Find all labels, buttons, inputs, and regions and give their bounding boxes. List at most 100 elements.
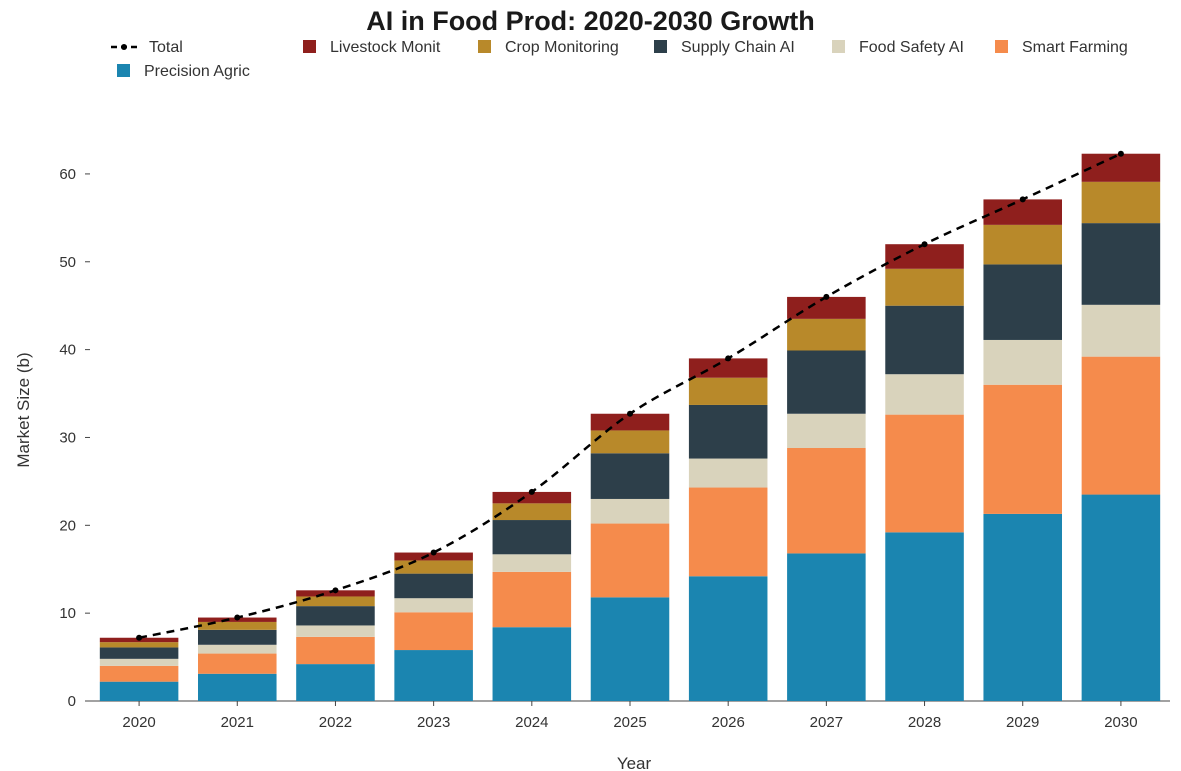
bar-smart-farming-2029	[983, 384, 1062, 514]
legend-item-smart-farming: Smart Farming	[995, 39, 1128, 56]
bar-supply-chain-ai-2029	[983, 264, 1062, 340]
x-tick-label: 2020	[122, 714, 155, 731]
legend-label: Crop Monitoring	[505, 39, 619, 56]
bar-livestock-monit-2023	[394, 552, 473, 561]
legend-total-marker	[121, 44, 127, 50]
y-tick-label: 0	[68, 693, 76, 710]
legend-label: Total	[149, 39, 183, 56]
bar-precision-agric-2022	[296, 664, 375, 701]
legend-label: Smart Farming	[1022, 39, 1128, 56]
bar-supply-chain-ai-2021	[198, 629, 277, 645]
bar-food-safety-ai-2027	[787, 413, 866, 449]
bar-supply-chain-ai-2024	[492, 520, 572, 555]
chart-title: AI in Food Prod: 2020-2030 Growth	[366, 6, 815, 36]
y-tick-label: 40	[59, 342, 76, 359]
bar-precision-agric-2030	[1081, 494, 1161, 701]
y-axis-label: Market Size (b)	[14, 352, 33, 467]
bar-precision-agric-2025	[590, 597, 670, 701]
bar-precision-agric-2026	[688, 576, 768, 701]
bar-food-safety-ai-2025	[590, 498, 670, 524]
total-point-2020	[136, 634, 143, 641]
total-point-2027	[823, 293, 830, 300]
bar-precision-agric-2028	[885, 532, 964, 701]
bar-smart-farming-2021	[198, 653, 277, 674]
y-tick-label: 10	[59, 605, 76, 622]
legend-label: Supply Chain AI	[681, 39, 795, 56]
x-tick-label: 2030	[1104, 714, 1137, 731]
bar-supply-chain-ai-2026	[688, 404, 768, 459]
legend-item-total: Total	[111, 39, 183, 56]
bar-precision-agric-2023	[394, 650, 473, 701]
total-point-2026	[725, 355, 732, 362]
bar-supply-chain-ai-2028	[885, 305, 964, 375]
legend-swatch	[117, 64, 130, 77]
bar-livestock-monit-2026	[688, 358, 768, 378]
bar-crop-monitoring-2024	[492, 503, 572, 521]
legend-label: Food Safety AI	[859, 39, 964, 56]
x-axis-label: Year	[617, 754, 652, 771]
bar-smart-farming-2026	[688, 487, 768, 577]
legend-swatch	[654, 40, 667, 53]
bar-smart-farming-2028	[885, 414, 964, 533]
bar-livestock-monit-2030	[1081, 153, 1161, 182]
bar-food-safety-ai-2026	[688, 458, 768, 488]
total-point-2028	[921, 241, 928, 248]
y-tick-label: 30	[59, 429, 76, 446]
total-line-layer	[136, 150, 1124, 641]
legend-swatch	[995, 40, 1008, 53]
total-point-2023	[430, 549, 437, 556]
bar-food-safety-ai-2020	[99, 658, 179, 666]
bar-supply-chain-ai-2027	[787, 350, 866, 414]
x-tick-label: 2024	[515, 714, 548, 731]
bar-crop-monitoring-2027	[787, 318, 866, 351]
bar-crop-monitoring-2020	[99, 642, 179, 648]
bar-crop-monitoring-2023	[394, 560, 473, 574]
total-point-2021	[234, 614, 241, 621]
total-point-2029	[1019, 196, 1026, 203]
x-tick-label: 2029	[1006, 714, 1039, 731]
legend-swatch	[832, 40, 845, 53]
x-tick-label: 2025	[613, 714, 646, 731]
bar-food-safety-ai-2028	[885, 374, 964, 415]
bar-precision-agric-2021	[198, 673, 277, 701]
bar-supply-chain-ai-2030	[1081, 223, 1161, 305]
total-point-2022	[332, 587, 339, 594]
legend-label: Precision Agric	[144, 63, 250, 80]
bar-supply-chain-ai-2020	[99, 647, 179, 659]
x-tick-label: 2022	[319, 714, 352, 731]
bar-livestock-monit-2028	[885, 244, 964, 269]
y-tick-label: 50	[59, 254, 76, 271]
bar-livestock-monit-2025	[590, 413, 670, 431]
bar-precision-agric-2029	[983, 513, 1062, 701]
bar-precision-agric-2024	[492, 627, 572, 701]
bar-crop-monitoring-2029	[983, 224, 1062, 265]
bar-smart-farming-2024	[492, 571, 572, 628]
bar-crop-monitoring-2026	[688, 377, 768, 405]
y-tick-label: 60	[59, 166, 76, 183]
total-point-2030	[1117, 150, 1124, 157]
bar-supply-chain-ai-2023	[394, 573, 473, 599]
bar-food-safety-ai-2030	[1081, 304, 1161, 357]
bar-livestock-monit-2022	[296, 590, 375, 597]
bar-food-safety-ai-2024	[492, 554, 572, 572]
bar-food-safety-ai-2023	[394, 598, 473, 613]
bar-smart-farming-2027	[787, 448, 866, 554]
bar-crop-monitoring-2022	[296, 596, 375, 607]
x-tick-label: 2027	[810, 714, 843, 731]
bar-smart-farming-2023	[394, 612, 473, 651]
x-tick-label: 2028	[908, 714, 941, 731]
legend-item-livestock-monit: Livestock Monit	[303, 39, 441, 56]
legend-item-food-safety-ai: Food Safety AI	[832, 39, 964, 56]
bar-supply-chain-ai-2022	[296, 606, 375, 626]
x-tick-label: 2021	[221, 714, 254, 731]
bar-smart-farming-2020	[99, 665, 179, 682]
legend-item-supply-chain-ai: Supply Chain AI	[654, 39, 795, 56]
legend-item-precision-agric: Precision Agric	[117, 63, 250, 80]
legend-label: Livestock Monit	[330, 39, 441, 56]
y-tick-label: 20	[59, 517, 76, 534]
x-tick-label: 2026	[711, 714, 744, 731]
bar-food-safety-ai-2022	[296, 625, 375, 637]
x-tick-label: 2023	[417, 714, 450, 731]
